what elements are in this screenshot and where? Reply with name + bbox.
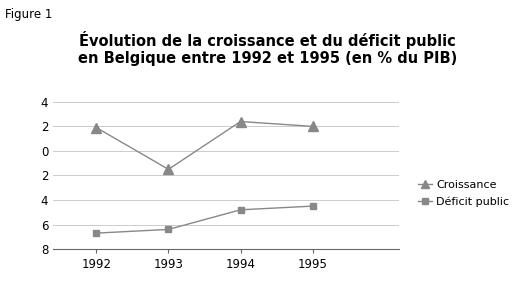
- Title: Évolution de la croissance et du déficit public
en Belgique entre 1992 et 1995 (: Évolution de la croissance et du déficit…: [78, 31, 457, 66]
- Croissance: [165, 168, 172, 171]
- Déficit public: [93, 231, 99, 235]
- Line: Déficit public: Déficit public: [93, 203, 316, 237]
- Croissance: [93, 126, 99, 129]
- Déficit public: [237, 208, 244, 211]
- Legend: Croissance, Déficit public: Croissance, Déficit public: [418, 179, 509, 207]
- Croissance: [309, 125, 315, 128]
- Text: Figure 1: Figure 1: [5, 8, 53, 22]
- Croissance: [237, 120, 244, 123]
- Line: Croissance: Croissance: [92, 117, 318, 174]
- Déficit public: [165, 228, 172, 231]
- Déficit public: [309, 204, 315, 208]
